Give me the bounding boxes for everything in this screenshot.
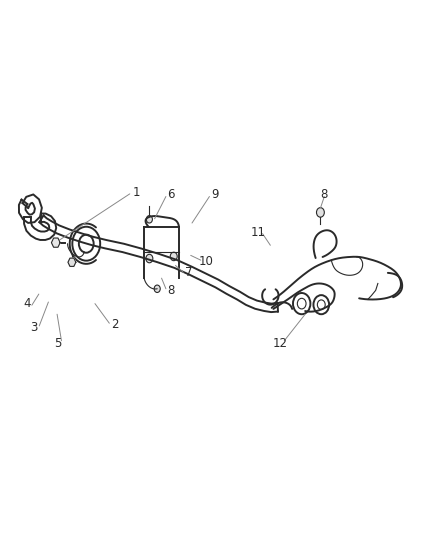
Text: 4: 4 bbox=[24, 297, 31, 310]
Text: 10: 10 bbox=[198, 255, 213, 268]
Text: 3: 3 bbox=[30, 321, 38, 334]
Text: 6: 6 bbox=[167, 189, 175, 201]
Circle shape bbox=[146, 216, 152, 223]
Text: 8: 8 bbox=[320, 189, 327, 201]
Text: 9: 9 bbox=[211, 189, 219, 201]
Polygon shape bbox=[51, 238, 60, 247]
Polygon shape bbox=[68, 258, 76, 266]
Circle shape bbox=[170, 252, 177, 261]
Circle shape bbox=[154, 285, 160, 293]
Circle shape bbox=[317, 208, 324, 217]
Text: 7: 7 bbox=[185, 266, 192, 279]
Text: 12: 12 bbox=[272, 337, 287, 350]
Text: 2: 2 bbox=[111, 318, 118, 332]
Text: 5: 5 bbox=[54, 337, 62, 350]
Text: 11: 11 bbox=[251, 225, 266, 239]
Circle shape bbox=[146, 254, 153, 263]
Text: 8: 8 bbox=[167, 284, 175, 297]
Text: 1: 1 bbox=[133, 186, 140, 199]
